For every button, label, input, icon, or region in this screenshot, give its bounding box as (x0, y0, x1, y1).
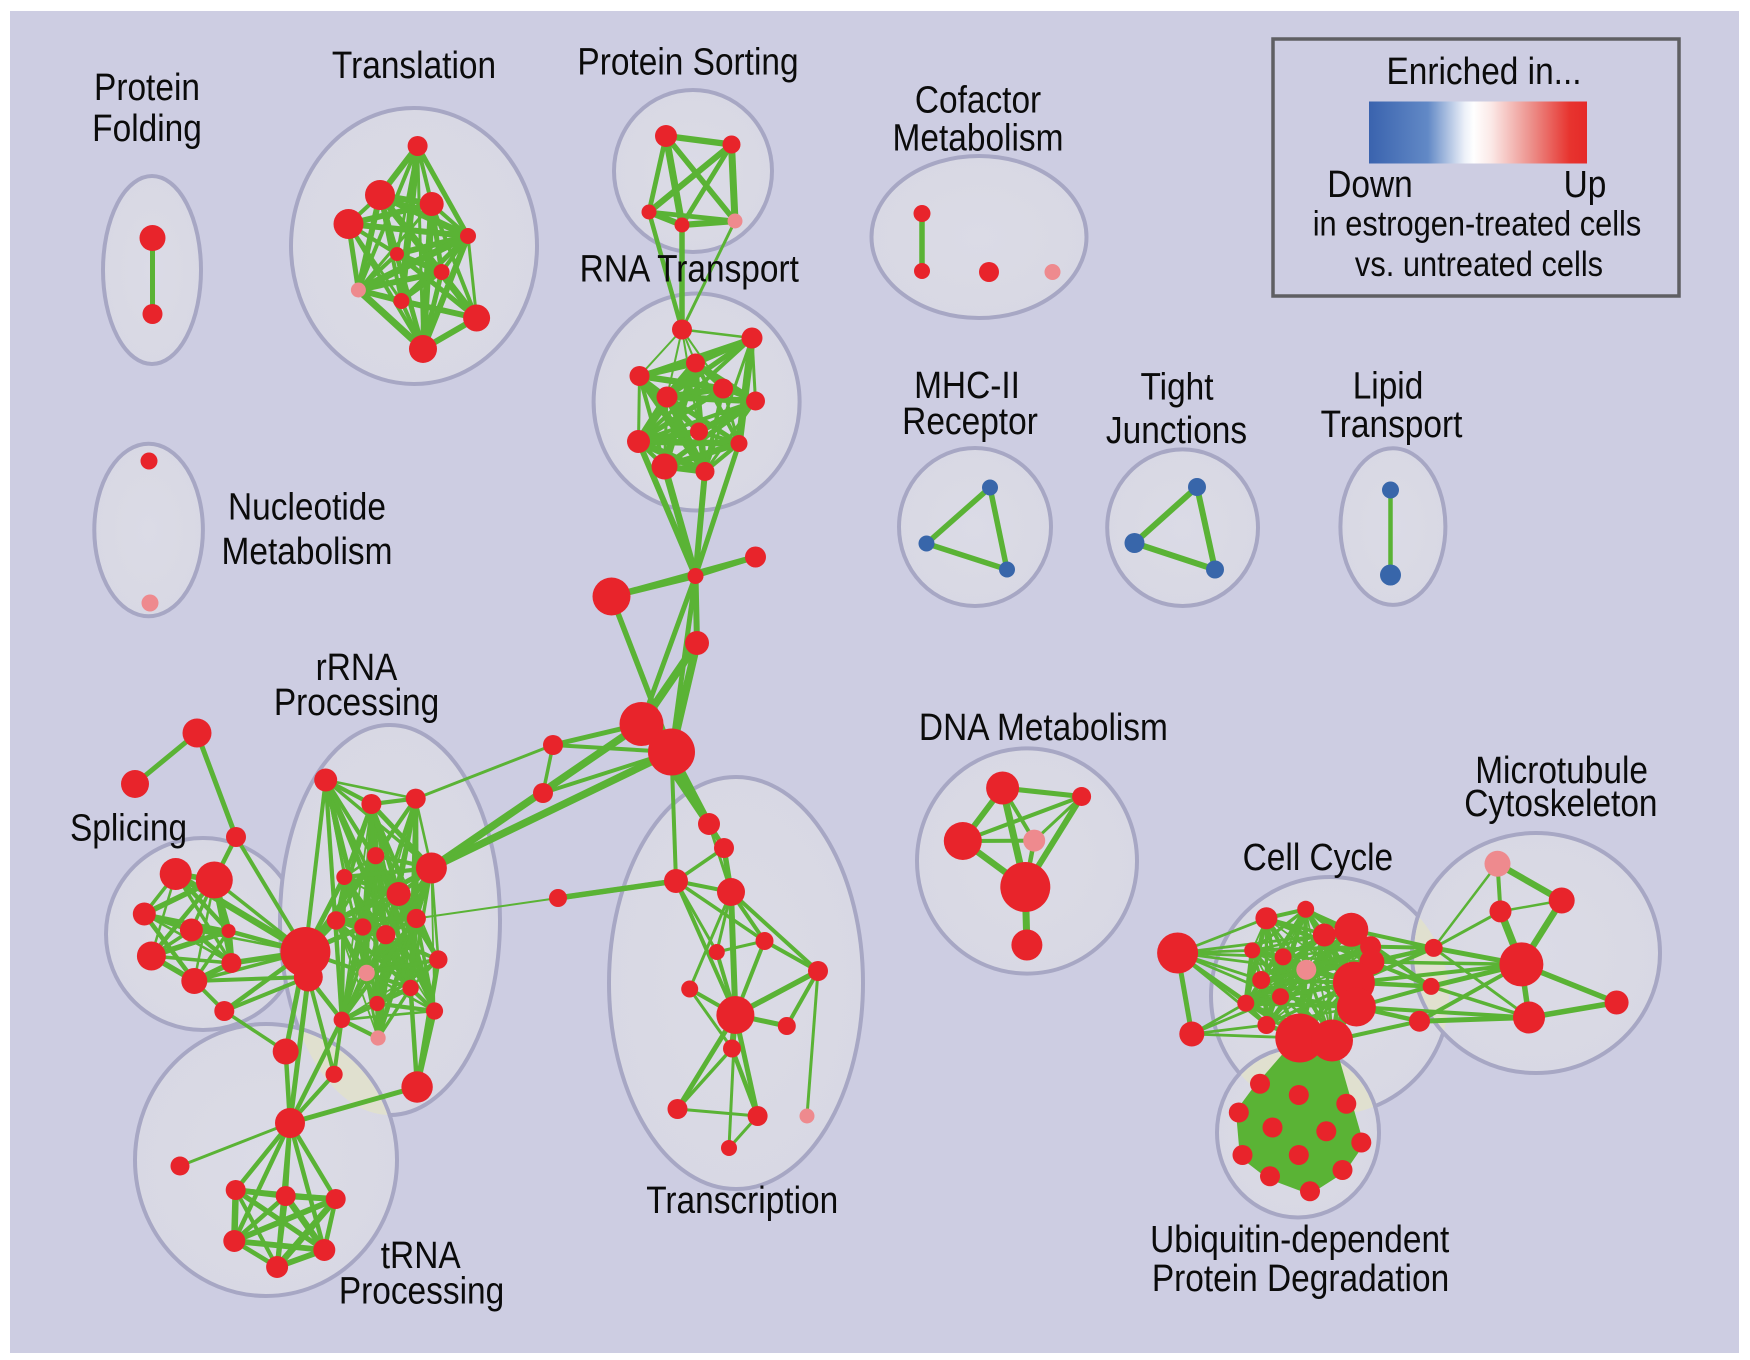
svg-text:Protein Sorting: Protein Sorting (577, 41, 798, 83)
svg-text:Enriched in...: Enriched in... (1386, 50, 1581, 92)
svg-text:Processing: Processing (274, 681, 439, 723)
svg-text:Folding: Folding (92, 107, 202, 149)
svg-text:Protein: Protein (94, 66, 200, 108)
svg-text:Transport: Transport (1321, 403, 1463, 445)
svg-text:Nucleotide: Nucleotide (228, 486, 386, 528)
svg-text:MHC-II: MHC-II (914, 364, 1020, 406)
svg-text:Tight: Tight (1140, 366, 1213, 408)
svg-text:rRNA: rRNA (316, 646, 398, 688)
svg-text:Ubiquitin-dependent: Ubiquitin-dependent (1150, 1218, 1449, 1260)
svg-text:Cell Cycle: Cell Cycle (1243, 836, 1393, 878)
svg-text:Processing: Processing (339, 1270, 504, 1312)
svg-text:Receptor: Receptor (902, 400, 1038, 442)
svg-text:Transcription: Transcription (646, 1179, 838, 1221)
svg-text:Cofactor: Cofactor (915, 79, 1041, 121)
svg-text:Junctions: Junctions (1106, 409, 1247, 451)
svg-text:vs. untreated cells: vs. untreated cells (1355, 244, 1603, 283)
svg-text:Metabolism: Metabolism (222, 530, 393, 572)
svg-text:Down: Down (1327, 163, 1412, 205)
svg-text:RNA Transport: RNA Transport (580, 248, 799, 290)
svg-text:Protein Degradation: Protein Degradation (1152, 1257, 1449, 1299)
svg-text:Microtubule: Microtubule (1475, 749, 1648, 791)
svg-text:Translation: Translation (332, 44, 496, 86)
svg-text:Up: Up (1564, 163, 1607, 205)
svg-text:Splicing: Splicing (70, 807, 187, 849)
svg-text:DNA Metabolism: DNA Metabolism (919, 706, 1168, 748)
svg-text:Lipid: Lipid (1353, 365, 1424, 407)
svg-text:Metabolism: Metabolism (893, 117, 1064, 159)
svg-text:Cytoskeleton: Cytoskeleton (1464, 782, 1657, 824)
svg-text:in estrogen-treated cells: in estrogen-treated cells (1313, 204, 1642, 243)
svg-text:tRNA: tRNA (381, 1234, 461, 1276)
